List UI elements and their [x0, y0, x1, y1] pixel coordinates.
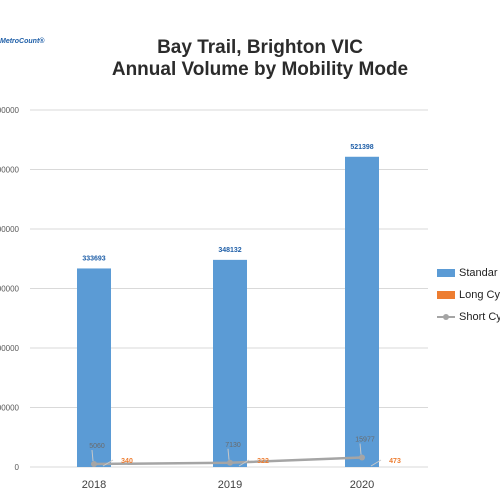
label-leader [238, 459, 250, 467]
chart-legend: Standar Long Cy Short Cy [437, 262, 500, 328]
legend-swatch-standard [437, 269, 455, 277]
line-value-label: 5060 [89, 443, 105, 450]
chart-title-line-2: Annual Volume by Mobility Mode [111, 59, 409, 80]
y-tick-label: 0 [15, 463, 20, 472]
line-value-label: 15977 [355, 436, 375, 443]
line-short-point [227, 459, 233, 466]
legend-label-short: Short Cy [459, 311, 500, 323]
label-leader [359, 443, 362, 455]
line-short-point [359, 454, 365, 461]
x-tick-label: 2018 [82, 479, 106, 491]
bar-standard [345, 156, 379, 467]
legend-label-long: Long Cy [459, 289, 500, 301]
label-leader [370, 459, 382, 467]
line-value-label: 7130 [225, 442, 241, 449]
legend-swatch-long [437, 291, 455, 299]
legend-label-standard: Standar [459, 267, 498, 279]
x-tick-label: 2019 [218, 479, 242, 491]
legend-item-long: Long Cy [437, 284, 500, 306]
bar-value-label: 348132 [218, 247, 241, 254]
legend-swatch-short [437, 314, 455, 320]
long-value-label: 322 [257, 458, 269, 465]
chart-title-line-1: Bay Trail, Brighton VIC [157, 37, 363, 58]
legend-item-standard: Standar [437, 262, 500, 284]
long-value-label: 473 [389, 458, 401, 465]
bar-standard [213, 259, 247, 467]
chart-title: Bay Trail, Brighton VIC Annual Volume by… [80, 37, 440, 81]
x-tick-label: 2020 [350, 479, 374, 491]
long-value-label: 340 [121, 458, 133, 465]
label-leader [227, 448, 230, 460]
bar-value-label: 333693 [82, 255, 105, 262]
legend-item-short: Short Cy [437, 306, 500, 328]
bar-value-label: 521398 [350, 144, 373, 151]
bar-standard [77, 268, 111, 467]
line-short-point [91, 460, 97, 467]
label-leader [102, 459, 114, 467]
label-leader [91, 449, 94, 462]
metrocount-logo: MetroCount® [0, 38, 45, 45]
